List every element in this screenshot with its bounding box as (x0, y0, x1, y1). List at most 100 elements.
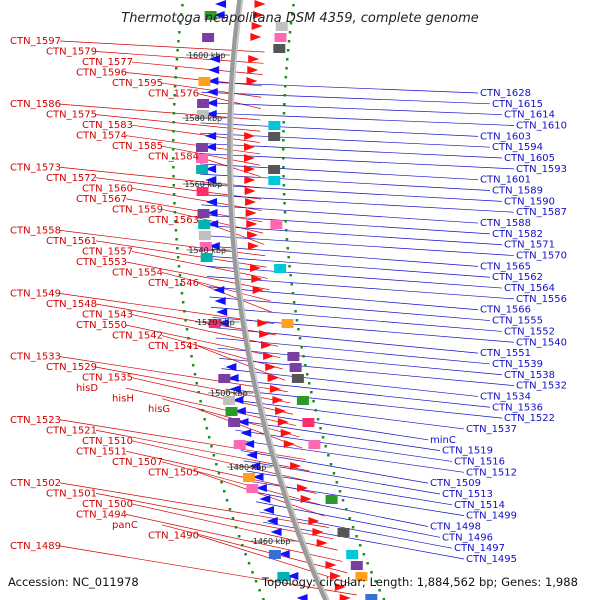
reverse-leader-line (221, 368, 479, 397)
forward-leader-line (125, 261, 270, 291)
forward-gene-label: CTN_1510 (82, 436, 133, 447)
gc-dot (304, 364, 307, 367)
forward-leader-line (131, 61, 263, 75)
forward-gene-label: CTN_1535 (82, 373, 133, 384)
reverse-leader-line (201, 81, 479, 94)
gc-dot (175, 238, 178, 241)
forward-gene-label: CTN_1579 (46, 47, 97, 58)
reverse-gene-arrow (246, 451, 258, 459)
reverse-gene-label: CTN_1593 (516, 164, 567, 175)
forward-gene-arrow (247, 231, 259, 239)
forward-gene-arrow (300, 495, 312, 503)
forward-gene-arrow (316, 539, 328, 547)
reverse-gene-label: CTN_1566 (480, 305, 531, 316)
category-block (355, 572, 368, 581)
forward-gene-label: CTN_1585 (112, 141, 163, 152)
reverse-leader-line (209, 296, 491, 321)
gc-dot (291, 292, 295, 295)
forward-gene-arrow (254, 0, 266, 8)
reverse-gene-arrow (225, 363, 237, 371)
reverse-leader-line (203, 235, 515, 256)
gc-dot (176, 256, 180, 259)
forward-gene-arrow (339, 594, 351, 600)
forward-gene-arrow (251, 22, 263, 30)
forward-leader-line (125, 387, 297, 426)
reverse-gene-label: CTN_1562 (492, 272, 543, 283)
reverse-gene-label: CTN_1497 (454, 543, 505, 554)
gc-dot (203, 418, 206, 421)
gc-dot (237, 535, 241, 538)
backbone-highlight (231, 0, 330, 600)
gc-dot (201, 409, 204, 412)
forward-leader-line (59, 293, 275, 325)
reverse-gene-label: CTN_1582 (492, 229, 543, 240)
gc-dot (292, 4, 295, 7)
reverse-leader-line (217, 347, 503, 376)
gc-dot (190, 355, 193, 358)
forward-gene-arrow (265, 363, 277, 371)
reverse-gene-arrow (213, 11, 225, 19)
forward-leader-line (59, 103, 261, 121)
gc-dot (306, 373, 309, 376)
category-block (196, 154, 208, 163)
category-block (204, 11, 217, 20)
category-block (289, 363, 302, 372)
reverse-gene-label: CTN_1532 (516, 381, 567, 392)
category-block (275, 22, 288, 31)
forward-gene-arrow (259, 330, 271, 338)
gc-dot (374, 580, 377, 583)
forward-gene-label: CTN_1502 (10, 478, 61, 489)
category-block (337, 528, 350, 537)
forward-leader-line (59, 545, 357, 596)
gc-dot (234, 526, 238, 529)
gc-dot (175, 67, 178, 70)
gc-dot (187, 337, 190, 340)
reverse-gene-arrow (207, 220, 219, 228)
reverse-gene-arrow (208, 242, 220, 250)
gc-dot (282, 175, 285, 178)
forward-gene-label: CTN_1595 (112, 78, 163, 89)
reverse-gene-arrow (206, 209, 218, 217)
forward-leader-line (197, 472, 325, 517)
forward-gene-label: hisD (76, 383, 98, 394)
forward-leader-line (161, 398, 300, 438)
gc-dot (180, 13, 183, 16)
gc-dot (283, 94, 286, 97)
reverse-gene-label: CTN_1628 (480, 88, 531, 99)
gc-dot (191, 364, 195, 367)
reverse-gene-label: CTN_1512 (466, 467, 517, 478)
category-block (228, 418, 241, 427)
forward-leader-line (131, 187, 262, 211)
forward-gene-label: CTN_1507 (112, 457, 163, 468)
gc-dot (172, 193, 176, 196)
forward-gene-label: CTN_1559 (112, 204, 163, 215)
reverse-gene-arrow (214, 297, 226, 305)
forward-leader-line (161, 461, 321, 506)
reverse-gene-arrow (255, 484, 267, 492)
gc-dot (172, 139, 175, 142)
reverse-gene-label: CTN_1564 (504, 283, 555, 294)
gc-dot (247, 562, 251, 565)
gc-dot (292, 301, 296, 304)
reverse-leader-line (214, 327, 479, 354)
gc-dot (177, 265, 181, 268)
forward-leader-line (59, 230, 266, 257)
reverse-leader-line (208, 286, 479, 311)
forward-gene-label: CTN_1575 (46, 110, 97, 121)
reverse-leader-line (235, 429, 453, 462)
category-block (308, 440, 321, 449)
forward-gene-arrow (245, 209, 257, 217)
gc-dot (341, 499, 345, 502)
gc-dot (285, 67, 288, 70)
forward-gene-label: CTN_1586 (10, 99, 61, 110)
forward-gene-arrow (267, 374, 279, 382)
forward-gene-label: CTN_1561 (46, 236, 97, 247)
feature-tracks (196, 0, 378, 600)
reverse-gene-label: CTN_1614 (504, 110, 555, 121)
forward-gene-label: CTN_1558 (10, 225, 61, 236)
category-block (346, 550, 359, 559)
forward-gene-arrow (244, 143, 256, 151)
reverse-leader-line (200, 194, 515, 213)
category-block (233, 440, 246, 449)
